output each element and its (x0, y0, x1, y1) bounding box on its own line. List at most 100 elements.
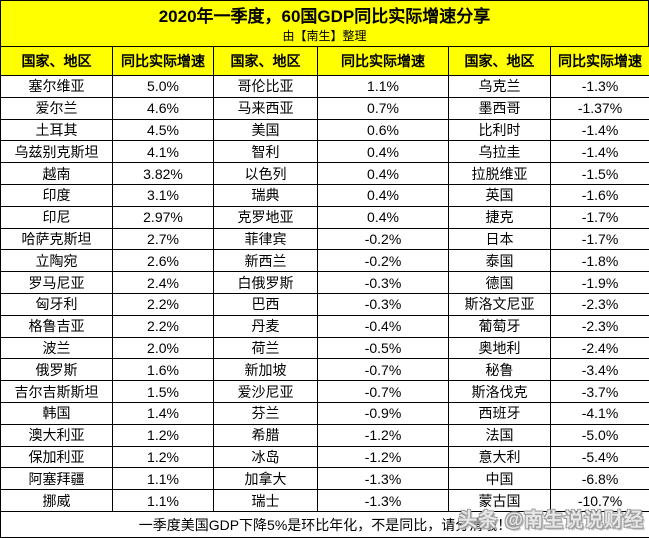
table-row: 韩国 1.4% 芬兰 -0.9% 西班牙 -4.1% (0, 401, 649, 425)
growth-rate-cell: -1.7% (550, 227, 649, 251)
growth-rate-cell: 5.0% (112, 75, 214, 98)
table-row: 波兰 2.0% 荷兰 -0.5% 奥地利 -2.4% (0, 336, 649, 360)
table-row: 塞尔维亚 5.0% 哥伦比亚 1.1% 乌克兰 -1.3% (0, 75, 649, 98)
page-title: 2020年一季度，60国GDP同比实际增速分享 (158, 7, 491, 26)
growth-rate-cell: 2.2% (112, 292, 214, 316)
country-cell: 乌兹别克斯坦 (0, 140, 113, 164)
country-cell: 日本 (448, 227, 551, 251)
growth-rate-cell: 0.4% (317, 162, 449, 185)
page-subtitle: 由【南生】整理 (282, 29, 367, 43)
country-cell: 印尼 (0, 205, 113, 229)
country-cell: 法国 (448, 423, 551, 447)
growth-rate-cell: 0.4% (317, 140, 449, 164)
growth-rate-cell: -1.6% (550, 183, 649, 207)
country-cell: 乌拉圭 (448, 140, 551, 164)
column-header-country: 国家、地区 (448, 46, 551, 76)
country-cell: 白俄罗斯 (213, 271, 318, 294)
country-cell: 意大利 (448, 445, 551, 469)
growth-rate-cell: -0.3% (317, 292, 449, 316)
country-cell: 斯洛伐克 (448, 380, 551, 403)
growth-rate-cell: 2.97% (112, 205, 214, 229)
country-cell: 韩国 (0, 401, 113, 425)
growth-rate-cell: -0.7% (317, 380, 449, 403)
country-cell: 瑞典 (213, 183, 318, 207)
growth-rate-cell: -6.8% (550, 467, 649, 491)
growth-rate-cell: 2.6% (112, 249, 214, 273)
country-cell: 克罗地亚 (213, 205, 318, 229)
column-header-country: 国家、地区 (0, 46, 113, 76)
growth-rate-cell: -1.7% (550, 205, 649, 229)
country-cell: 瑞士 (213, 489, 318, 512)
growth-rate-cell: 1.1% (112, 467, 214, 491)
table-row: 格鲁吉亚 2.2% 丹麦 -0.4% 葡萄牙 -2.3% (0, 314, 649, 338)
growth-rate-cell: -0.3% (317, 271, 449, 294)
table-row: 印尼 2.97% 克罗地亚 0.4% 捷克 -1.7% (0, 205, 649, 229)
country-cell: 俄罗斯 (0, 358, 113, 382)
country-cell: 泰国 (448, 249, 551, 273)
growth-rate-cell: -2.4% (550, 336, 649, 360)
country-cell: 丹麦 (213, 314, 318, 338)
growth-rate-cell: -3.7% (550, 380, 649, 403)
country-cell: 新加坡 (213, 358, 318, 382)
table-row: 哈萨克斯坦 2.7% 菲律宾 -0.2% 日本 -1.7% (0, 227, 649, 251)
column-header-growth: 同比实际增速 (550, 46, 649, 76)
country-cell: 越南 (0, 162, 113, 185)
growth-rate-cell: 1.5% (112, 380, 214, 403)
table-row: 越南 3.82% 以色列 0.4% 拉脱维亚 -1.5% (0, 162, 649, 185)
country-cell: 捷克 (448, 205, 551, 229)
growth-rate-cell: 0.7% (317, 96, 449, 120)
growth-rate-cell: -1.3% (550, 75, 649, 98)
country-cell: 斯洛文尼亚 (448, 292, 551, 316)
growth-rate-cell: -0.4% (317, 314, 449, 338)
growth-rate-cell: -1.4% (550, 118, 649, 142)
table-row: 阿塞拜疆 1.1% 加拿大 -1.3% 中国 -6.8% (0, 467, 649, 491)
growth-rate-cell: 4.1% (112, 140, 214, 164)
country-cell: 爱尔兰 (0, 96, 113, 120)
country-cell: 希腊 (213, 423, 318, 447)
country-cell: 蒙古国 (448, 489, 551, 512)
growth-rate-cell: -3.4% (550, 358, 649, 382)
country-cell: 奥地利 (448, 336, 551, 360)
growth-rate-cell: -1.3% (317, 489, 449, 512)
growth-rate-cell: 1.1% (112, 489, 214, 512)
table-row: 俄罗斯 1.6% 新加坡 -0.7% 秘鲁 -3.4% (0, 358, 649, 382)
growth-rate-cell: -0.9% (317, 401, 449, 425)
growth-rate-cell: -2.3% (550, 292, 649, 316)
growth-rate-cell: -0.2% (317, 249, 449, 273)
table-row: 土耳其 4.5% 美国 0.6% 比利时 -1.4% (0, 118, 649, 142)
growth-rate-cell: -0.5% (317, 336, 449, 360)
growth-rate-cell: 1.2% (112, 445, 214, 469)
gdp-table: 国家、地区 同比实际增速 国家、地区 同比实际增速 国家、地区 同比实际增速 塞尔维亚 5.… (0, 46, 649, 538)
table-body: 塞尔维亚 5.0% 哥伦比亚 1.1% 乌克兰 -1.3% 爱尔兰 4.6% 马来西亚 0.7% 墨… (0, 75, 649, 512)
country-cell: 吉尔吉斯斯坦 (0, 380, 113, 403)
country-cell: 匈牙利 (0, 292, 113, 316)
table-row: 印度 3.1% 瑞典 0.4% 英国 -1.6% (0, 183, 649, 207)
country-cell: 哈萨克斯坦 (0, 227, 113, 251)
growth-rate-cell: 0.4% (317, 183, 449, 207)
country-cell: 美国 (213, 118, 318, 142)
growth-rate-cell: -5.0% (550, 423, 649, 447)
country-cell: 挪威 (0, 489, 113, 512)
growth-rate-cell: 4.6% (112, 96, 214, 120)
growth-rate-cell: -10.7% (550, 489, 649, 512)
country-cell: 墨西哥 (448, 96, 551, 120)
country-cell: 澳大利亚 (0, 423, 113, 447)
country-cell: 西班牙 (448, 401, 551, 425)
country-cell: 冰岛 (213, 445, 318, 469)
country-cell: 保加利亚 (0, 445, 113, 469)
country-cell: 巴西 (213, 292, 318, 316)
column-header-country: 国家、地区 (213, 46, 318, 76)
country-cell: 葡萄牙 (448, 314, 551, 338)
country-cell: 塞尔维亚 (0, 75, 113, 98)
country-cell: 拉脱维亚 (448, 162, 551, 185)
growth-rate-cell: 0.6% (317, 118, 449, 142)
growth-rate-cell: 2.4% (112, 271, 214, 294)
growth-rate-cell: 3.82% (112, 162, 214, 185)
country-cell: 秘鲁 (448, 358, 551, 382)
country-cell: 德国 (448, 271, 551, 294)
growth-rate-cell: -0.2% (317, 227, 449, 251)
country-cell: 比利时 (448, 118, 551, 142)
country-cell: 乌克兰 (448, 75, 551, 98)
country-cell: 土耳其 (0, 118, 113, 142)
